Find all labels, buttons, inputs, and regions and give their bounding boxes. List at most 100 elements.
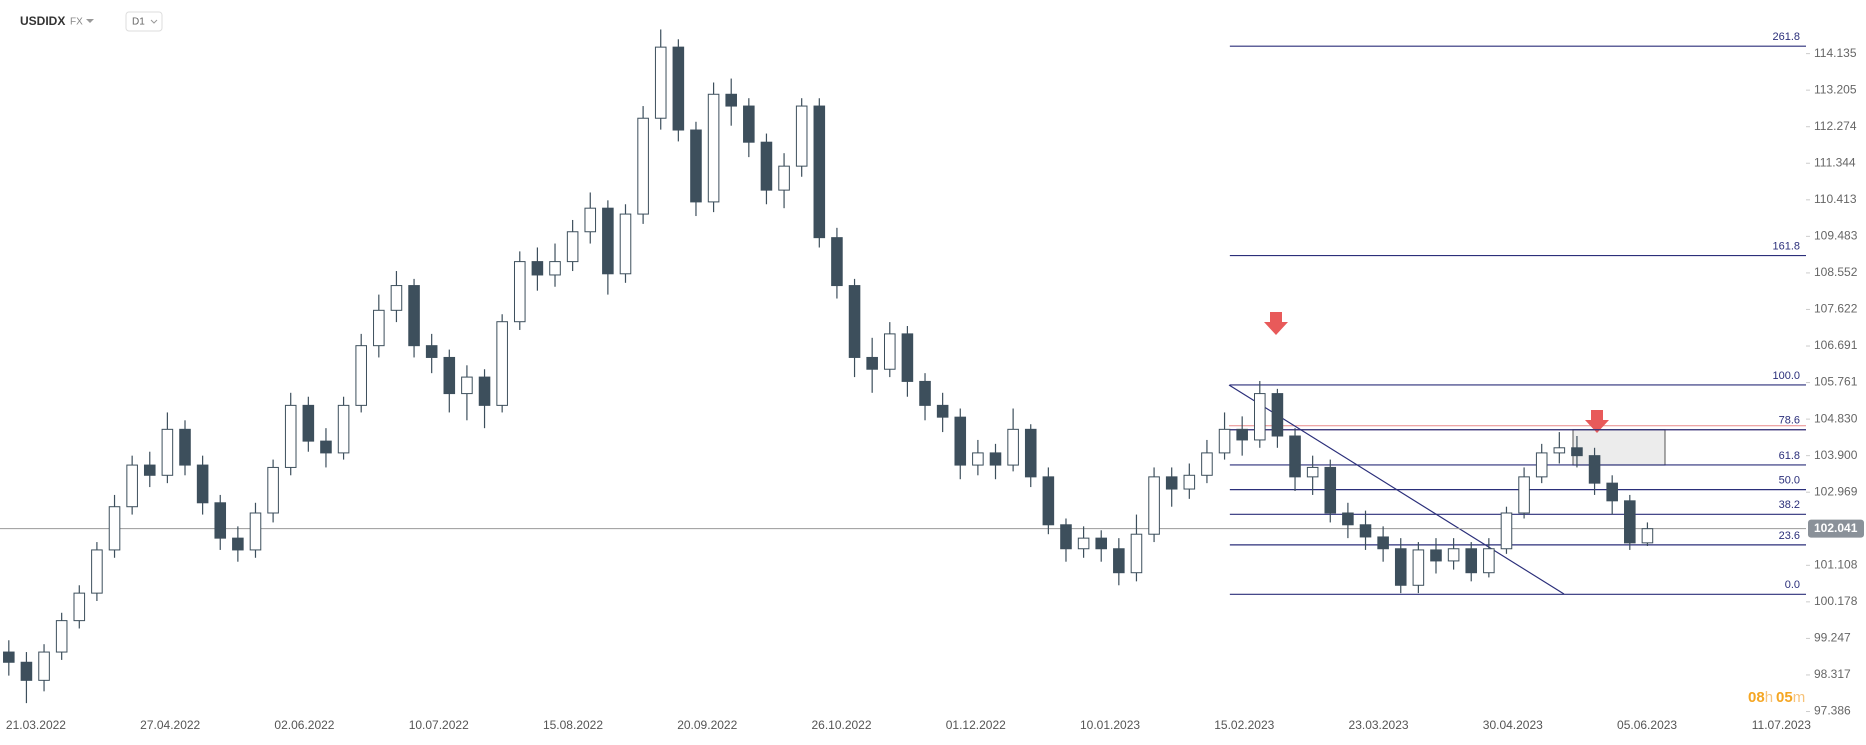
plot: 97.386 98.317 99.247 100.178 101.108 102.969 1… bbox=[0, 29, 1864, 732]
candle-body bbox=[848, 285, 861, 358]
candle-body bbox=[1165, 476, 1178, 490]
candle-body bbox=[1130, 533, 1143, 574]
candle-body bbox=[1447, 548, 1460, 562]
candle-body bbox=[337, 404, 350, 454]
y-tick-label: 106.691 bbox=[1814, 338, 1858, 352]
sell-arrow bbox=[1264, 312, 1288, 335]
candle-body bbox=[813, 105, 826, 239]
candle-body bbox=[73, 592, 86, 622]
candle-body bbox=[232, 537, 244, 551]
fib-label: 23.6 bbox=[1779, 530, 1800, 542]
y-tick-label: 103.900 bbox=[1814, 448, 1858, 462]
last-price-label: 102.041 bbox=[1814, 521, 1858, 535]
dropdown-icon bbox=[150, 19, 158, 24]
candle-body bbox=[1359, 524, 1372, 538]
fib-label: 50.0 bbox=[1779, 475, 1800, 487]
x-tick-label: 23.03.2023 bbox=[1349, 718, 1409, 732]
candle-body bbox=[179, 428, 191, 466]
candle-body bbox=[478, 376, 491, 406]
candle-body bbox=[1518, 476, 1530, 514]
candle-body bbox=[1113, 548, 1125, 574]
candle-body bbox=[126, 464, 138, 508]
candle-body bbox=[1095, 537, 1108, 550]
candle-body bbox=[249, 512, 262, 551]
candle-body bbox=[1007, 428, 1019, 466]
candle-body bbox=[989, 452, 1002, 466]
y-tick-label: 100.178 bbox=[1814, 594, 1858, 608]
candle-body bbox=[443, 356, 456, 395]
market[interactable]: FX bbox=[70, 17, 83, 28]
y-tick-label: 111.344 bbox=[1814, 155, 1856, 169]
candle-body bbox=[302, 404, 315, 442]
candle-body bbox=[549, 261, 561, 276]
candle-body bbox=[1183, 474, 1196, 490]
candle-body bbox=[3, 651, 15, 663]
interval[interactable]: D1 bbox=[132, 17, 145, 28]
countdown-unit: m bbox=[1793, 689, 1806, 706]
x-tick-label: 15.08.2022 bbox=[543, 718, 603, 732]
y-tick-label: 107.622 bbox=[1814, 302, 1858, 316]
candle-body bbox=[1201, 452, 1213, 476]
candle-body bbox=[1641, 528, 1654, 544]
candle-body bbox=[707, 93, 720, 203]
y-tick-label: 101.108 bbox=[1814, 557, 1858, 571]
candle-body bbox=[1324, 466, 1337, 514]
fib-label: 261.8 bbox=[1772, 31, 1800, 43]
candle-body bbox=[55, 620, 68, 653]
candle-body bbox=[1606, 482, 1618, 502]
fib-label: 38.2 bbox=[1779, 499, 1800, 511]
countdown-unit: h bbox=[1765, 689, 1773, 706]
y-tick-label: 99.247 bbox=[1814, 631, 1851, 645]
x-tick-label: 21.03.2022 bbox=[6, 718, 66, 732]
countdown-minutes: 05 bbox=[1776, 689, 1793, 706]
y-tick-label: 108.552 bbox=[1814, 265, 1858, 279]
x-tick-label: 01.12.2022 bbox=[946, 718, 1006, 732]
x-tick-label: 27.04.2022 bbox=[140, 718, 200, 732]
candle-body bbox=[1024, 428, 1037, 478]
candle-body bbox=[1430, 549, 1442, 562]
candle-body bbox=[390, 285, 403, 311]
candle-body bbox=[795, 105, 808, 167]
candle-body bbox=[1148, 476, 1160, 535]
candle-body bbox=[1342, 512, 1354, 526]
y-tick-label: 112.274 bbox=[1814, 119, 1857, 133]
candle-body bbox=[320, 440, 332, 454]
y-tick-label: 97.386 bbox=[1814, 704, 1851, 718]
candle-body bbox=[267, 466, 279, 514]
candle-body bbox=[954, 416, 967, 466]
candle-body bbox=[513, 261, 526, 323]
fib-label: 161.8 bbox=[1772, 240, 1800, 252]
x-tick-label: 11.07.2023 bbox=[1752, 718, 1811, 732]
interval-box[interactable] bbox=[125, 11, 163, 32]
candle-body bbox=[743, 105, 755, 143]
candle-body bbox=[690, 129, 702, 203]
candle-body bbox=[196, 464, 209, 504]
candle-body bbox=[972, 452, 984, 466]
candle-body bbox=[1236, 428, 1248, 441]
candle-body bbox=[919, 380, 931, 406]
candle-body bbox=[1060, 524, 1072, 550]
candle-body bbox=[1306, 466, 1319, 478]
candle-body bbox=[425, 345, 438, 358]
candle-body bbox=[91, 549, 103, 594]
candle-body bbox=[936, 404, 949, 418]
candle-body bbox=[108, 506, 121, 551]
candle-body bbox=[619, 213, 632, 275]
candle-body bbox=[672, 46, 685, 131]
x-tick-label: 30.04.2023 bbox=[1483, 718, 1543, 732]
candle-body bbox=[883, 333, 896, 370]
candle-body bbox=[461, 376, 473, 395]
countdown: 08h 05m bbox=[1748, 689, 1805, 706]
candle-body bbox=[566, 231, 579, 263]
x-tick-label: 02.06.2022 bbox=[274, 718, 334, 732]
candle-body bbox=[1588, 455, 1601, 484]
candle-body bbox=[214, 502, 227, 539]
x-tick-label: 05.06.2023 bbox=[1617, 718, 1677, 732]
dropdown-icon bbox=[86, 19, 94, 23]
x-tick-label: 10.01.2023 bbox=[1080, 718, 1140, 732]
candle-body bbox=[1394, 548, 1407, 586]
candle-body bbox=[901, 333, 914, 382]
symbol: USDIDX bbox=[20, 14, 65, 28]
